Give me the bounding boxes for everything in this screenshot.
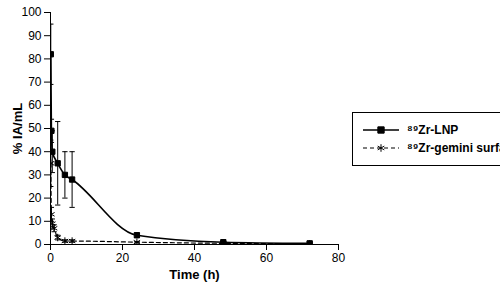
svg-text:0: 0: [47, 251, 54, 265]
svg-text:% IA/mL: % IA/mL: [10, 103, 25, 154]
svg-text:10: 10: [28, 214, 42, 228]
svg-text:30: 30: [28, 168, 42, 182]
svg-text:20: 20: [116, 251, 130, 265]
html-text:⁸⁹Zr-LNP: ⁸⁹Zr-LNP: [407, 123, 459, 137]
svg-text:50: 50: [28, 121, 42, 135]
svg-text:40: 40: [28, 145, 42, 159]
svg-text:90: 90: [28, 29, 42, 43]
svg-text:Time (h): Time (h): [169, 267, 219, 282]
svg-text:100: 100: [21, 5, 41, 19]
svg-text:20: 20: [28, 191, 42, 205]
svg-text:70: 70: [28, 75, 42, 89]
svg-text:0: 0: [35, 237, 42, 251]
svg-text:80: 80: [332, 251, 346, 265]
svg-text:60: 60: [28, 98, 42, 112]
svg-text:80: 80: [28, 52, 42, 66]
svg-text:60: 60: [260, 251, 274, 265]
svg-text:40: 40: [188, 251, 202, 265]
